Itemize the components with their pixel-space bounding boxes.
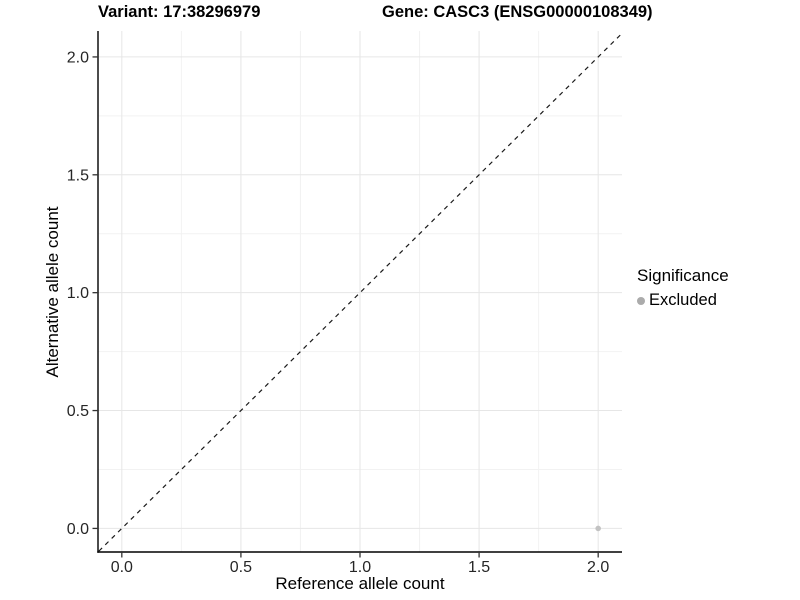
y-tick-label: 2.0 xyxy=(67,49,89,66)
x-tick-label: 1.5 xyxy=(468,559,490,576)
x-axis-title: Reference allele count xyxy=(275,574,445,593)
y-tick-label: 0.5 xyxy=(67,403,89,420)
legend: Significance Excluded xyxy=(637,266,729,310)
legend-entry-label: Excluded xyxy=(649,291,717,309)
data-point-excluded xyxy=(595,525,601,532)
legend-title: Significance xyxy=(637,266,729,285)
y-tick-label: 1.5 xyxy=(67,167,89,184)
y-tick-label: 1.0 xyxy=(67,285,89,302)
identity-dashed-line xyxy=(98,32,622,552)
x-tick-label: 0.0 xyxy=(111,559,133,576)
x-tick-label: 1.0 xyxy=(349,559,371,576)
legend-entry-excluded: Excluded xyxy=(637,291,729,310)
y-tick-label: 0.0 xyxy=(67,521,89,538)
x-tick-label: 0.5 xyxy=(230,559,252,576)
x-tick-label: 2.0 xyxy=(587,559,609,576)
y-axis-title: Alternative allele count xyxy=(43,206,62,378)
variant-title: Variant: 17:38296979 xyxy=(98,3,261,21)
excluded-point-icon xyxy=(637,296,645,305)
gene-title: Gene: CASC3 (ENSG00000108349) xyxy=(382,3,653,21)
